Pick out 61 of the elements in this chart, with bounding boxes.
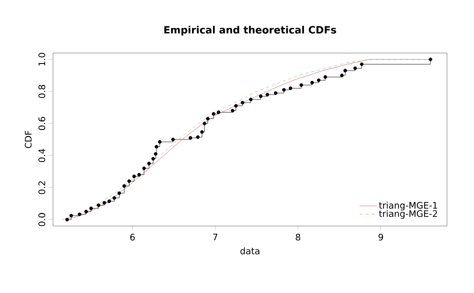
x-tick-label: 8 — [296, 234, 300, 241]
x-tick-label: 9 — [378, 234, 384, 241]
point — [240, 100, 244, 104]
legend-label: triang-MGE-1 — [379, 202, 438, 210]
point — [343, 68, 347, 72]
point — [89, 206, 93, 210]
point — [171, 138, 175, 142]
point — [151, 156, 155, 161]
legend-label: triang-MGE-2 — [379, 210, 438, 219]
point — [200, 130, 204, 134]
y-axis-title: CDF — [24, 130, 32, 148]
point — [122, 184, 126, 188]
point — [112, 196, 116, 200]
y-tick-label: 0.0 — [38, 213, 46, 226]
point — [360, 62, 364, 66]
point — [147, 162, 151, 166]
point — [202, 122, 206, 126]
point — [300, 83, 304, 87]
point — [234, 104, 238, 108]
point — [324, 75, 328, 79]
point — [274, 91, 278, 95]
point — [428, 58, 432, 62]
point — [288, 86, 292, 90]
point — [266, 92, 270, 96]
y-tick-label: 0.6 — [38, 116, 46, 130]
point — [258, 94, 263, 98]
point — [107, 199, 112, 203]
point — [310, 80, 314, 84]
y-tick-label: 0.4 — [38, 148, 46, 162]
point — [137, 172, 141, 177]
point — [249, 98, 253, 102]
y-tick-label: 1.0 — [38, 52, 46, 66]
y-tick-label: 0.8 — [38, 84, 46, 98]
point — [96, 203, 100, 207]
chart-title: Empirical and theoretical CDFs — [164, 26, 336, 36]
point — [206, 116, 210, 120]
y-tick-label: 0.2 — [38, 181, 46, 194]
point — [230, 108, 234, 112]
point — [78, 212, 82, 216]
x-axis-title: data — [240, 247, 260, 254]
point — [102, 200, 106, 205]
point — [340, 74, 344, 78]
point — [353, 66, 357, 70]
point — [117, 191, 122, 195]
point — [69, 214, 74, 218]
point — [282, 88, 286, 92]
point — [127, 179, 131, 183]
point — [154, 152, 158, 156]
point — [196, 135, 200, 139]
point — [212, 112, 216, 116]
x-tick-label: 6 — [130, 234, 135, 241]
point — [188, 136, 192, 140]
point — [216, 110, 220, 114]
point — [316, 78, 320, 82]
point — [65, 218, 69, 222]
point — [84, 210, 88, 214]
point — [154, 144, 158, 149]
x-tick-label: 7 — [213, 234, 218, 240]
point — [158, 140, 162, 144]
point — [142, 166, 146, 170]
point — [132, 174, 136, 178]
